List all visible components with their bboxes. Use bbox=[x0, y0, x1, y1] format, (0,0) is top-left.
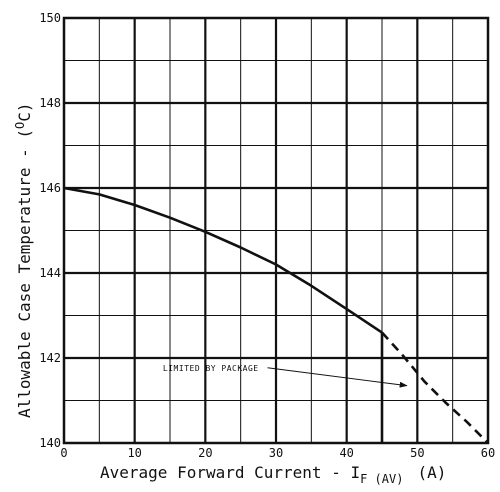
series-line-dashed bbox=[381, 331, 489, 444]
x-tick-label: 40 bbox=[339, 446, 353, 460]
x-tick-label: 60 bbox=[481, 446, 495, 460]
x-tick-label: 0 bbox=[60, 446, 67, 460]
plot-frame bbox=[62, 16, 490, 445]
y-tick-label: 150 bbox=[39, 11, 61, 25]
y-tick-label: 148 bbox=[39, 96, 61, 110]
annotation-label: LIMITED BY PACKAGE bbox=[163, 364, 259, 373]
x-axis-label-unit: (A) bbox=[417, 463, 446, 482]
y-tick-label: 144 bbox=[39, 266, 61, 280]
series-line-0 bbox=[63, 186, 383, 334]
annotation-layer: LIMITED BY PACKAGE bbox=[163, 364, 408, 388]
y-tick-label: 146 bbox=[39, 181, 61, 195]
y-axis-label-unit: C) bbox=[15, 103, 34, 122]
x-axis-label: Average Forward Current - IF (AV) (A) bbox=[100, 463, 446, 486]
y-axis-label-main: Allowable Case Temperature - ( bbox=[15, 129, 34, 418]
x-tick-label: 50 bbox=[410, 446, 424, 460]
y-tick-label: 142 bbox=[39, 351, 61, 365]
x-tick-label: 30 bbox=[269, 446, 283, 460]
y-tick-label: 140 bbox=[39, 436, 61, 450]
x-axis-label-sub: F (AV) bbox=[360, 472, 403, 486]
series-layer bbox=[63, 186, 489, 444]
y-axis-label: Allowable Case Temperature - (OC) bbox=[13, 103, 34, 418]
y-axis-label-sup: O bbox=[13, 122, 27, 129]
x-axis-label-main: Average Forward Current - I bbox=[100, 463, 360, 482]
annotation-arrow bbox=[267, 367, 408, 388]
x-tick-label: 20 bbox=[198, 446, 212, 460]
tick-labels: 0 10 20 30 40 50 60 140 142 144 146 148 150 bbox=[39, 11, 495, 460]
x-tick-label: 10 bbox=[127, 446, 141, 460]
